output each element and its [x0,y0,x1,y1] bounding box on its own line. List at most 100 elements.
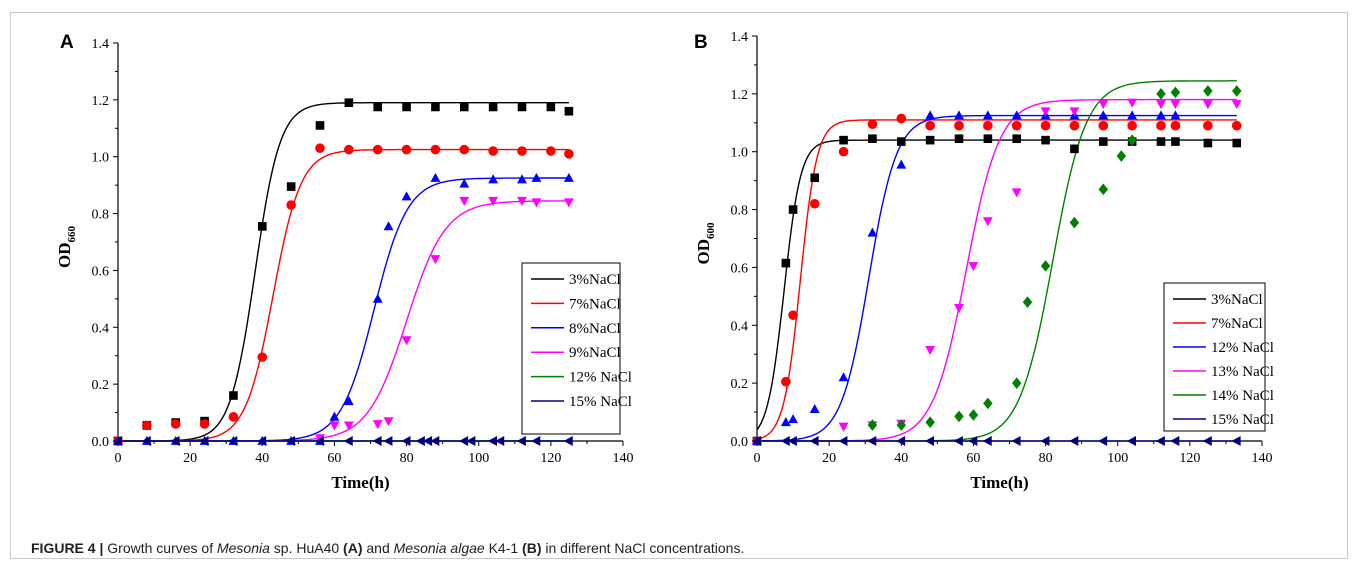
data-point [1231,100,1242,110]
panel-b-letter: B [694,32,708,53]
legend-box [521,262,621,435]
data-point [954,134,964,143]
data-point [1170,86,1181,99]
data-point [459,102,469,112]
data-point [788,310,798,320]
data-point [1040,107,1051,117]
data-point [925,135,935,145]
data-point [954,120,964,131]
data-point [1098,100,1109,110]
y-axis-title-subscript: 600 [705,222,717,239]
data-point [383,436,393,446]
data-point [788,414,799,424]
data-point [170,436,180,446]
data-point [286,200,296,210]
data-point [868,134,877,143]
data-point [459,178,470,188]
y-tick-label: 1.0 [92,151,110,166]
caption-text-4: K4-1 [484,540,523,556]
x-tick-label: 40 [255,451,269,466]
data-point [896,159,907,169]
panel-a-letter: A [60,32,74,53]
data-point [199,436,209,446]
data-point [838,372,849,382]
data-point [430,255,441,265]
data-point [896,113,907,124]
data-point [809,436,819,446]
data-point [1156,137,1166,146]
x-tick-label: 80 [1039,451,1053,466]
data-point [983,120,993,131]
data-point [343,436,353,446]
data-point [788,205,798,214]
data-point [344,144,354,155]
data-point [459,196,470,206]
data-point [838,436,848,446]
x-tick-label: 120 [1179,451,1200,466]
data-point [229,391,238,400]
data-point [488,102,498,112]
fit-curve-7nacl [118,148,569,442]
data-point [1069,436,1079,446]
data-point [1203,138,1213,148]
data-point [228,436,238,446]
data-point [383,221,394,231]
data-point [563,172,574,182]
data-point [372,293,383,303]
data-point [838,422,849,432]
data-point [1040,436,1050,446]
data-point [1155,436,1165,446]
data-point [286,182,296,191]
data-point [1202,100,1213,110]
legend-label: 7%NaCl [1211,316,1263,332]
caption-bold-a: (A) [343,540,363,556]
fit-curve-8nacl [118,177,569,442]
x-tick-label: 0 [754,451,761,466]
data-point [781,376,791,387]
caption-bold-b: (B) [522,540,542,556]
data-point [415,436,425,446]
data-point [968,262,979,272]
x-tick-label: 140 [613,451,634,466]
data-point [142,420,152,431]
data-point [546,102,556,112]
data-point [1126,436,1137,446]
data-point [199,419,210,429]
fit-curve-7nacl [756,119,1237,440]
y-tick-label: 1.4 [92,37,110,52]
y-axis-title-main: OD [55,243,74,269]
data-point [809,198,820,209]
data-point [563,436,573,446]
caption-italic-2: Mesonia algae [393,540,485,556]
data-point [315,121,325,130]
data-point [1012,134,1022,143]
data-point [867,227,878,237]
data-point [1069,120,1080,131]
data-point [423,436,433,446]
data-point [1098,436,1108,446]
data-point [141,436,151,446]
data-point [1011,120,1022,131]
data-point [343,396,354,406]
data-point [373,102,383,112]
legend-label: 8%NaCl [569,321,621,337]
x-axis-title: Time(h) [331,473,389,492]
data-point [968,409,979,421]
data-point [839,135,848,145]
data-point [983,397,993,410]
y-tick-label: 1.2 [92,94,110,109]
x-tick-label: 80 [400,451,414,466]
data-point [401,336,412,346]
data-point [401,144,412,155]
data-point [1070,144,1079,154]
data-point [466,436,476,446]
data-point [1011,188,1022,198]
data-point [1156,110,1166,120]
legend-label: 14% NaCl [1211,388,1274,404]
caption-italic-1: Mesonia [216,540,270,556]
data-point [372,436,382,446]
panel-b-chart: B 0 20 40 60 80 100 120 140 0.0 0.2 0.4 0.6 0.8 1.0 1.2… [694,30,1274,492]
y-tick-label: 0.6 [92,264,110,279]
x-tick-label: 120 [540,451,561,466]
